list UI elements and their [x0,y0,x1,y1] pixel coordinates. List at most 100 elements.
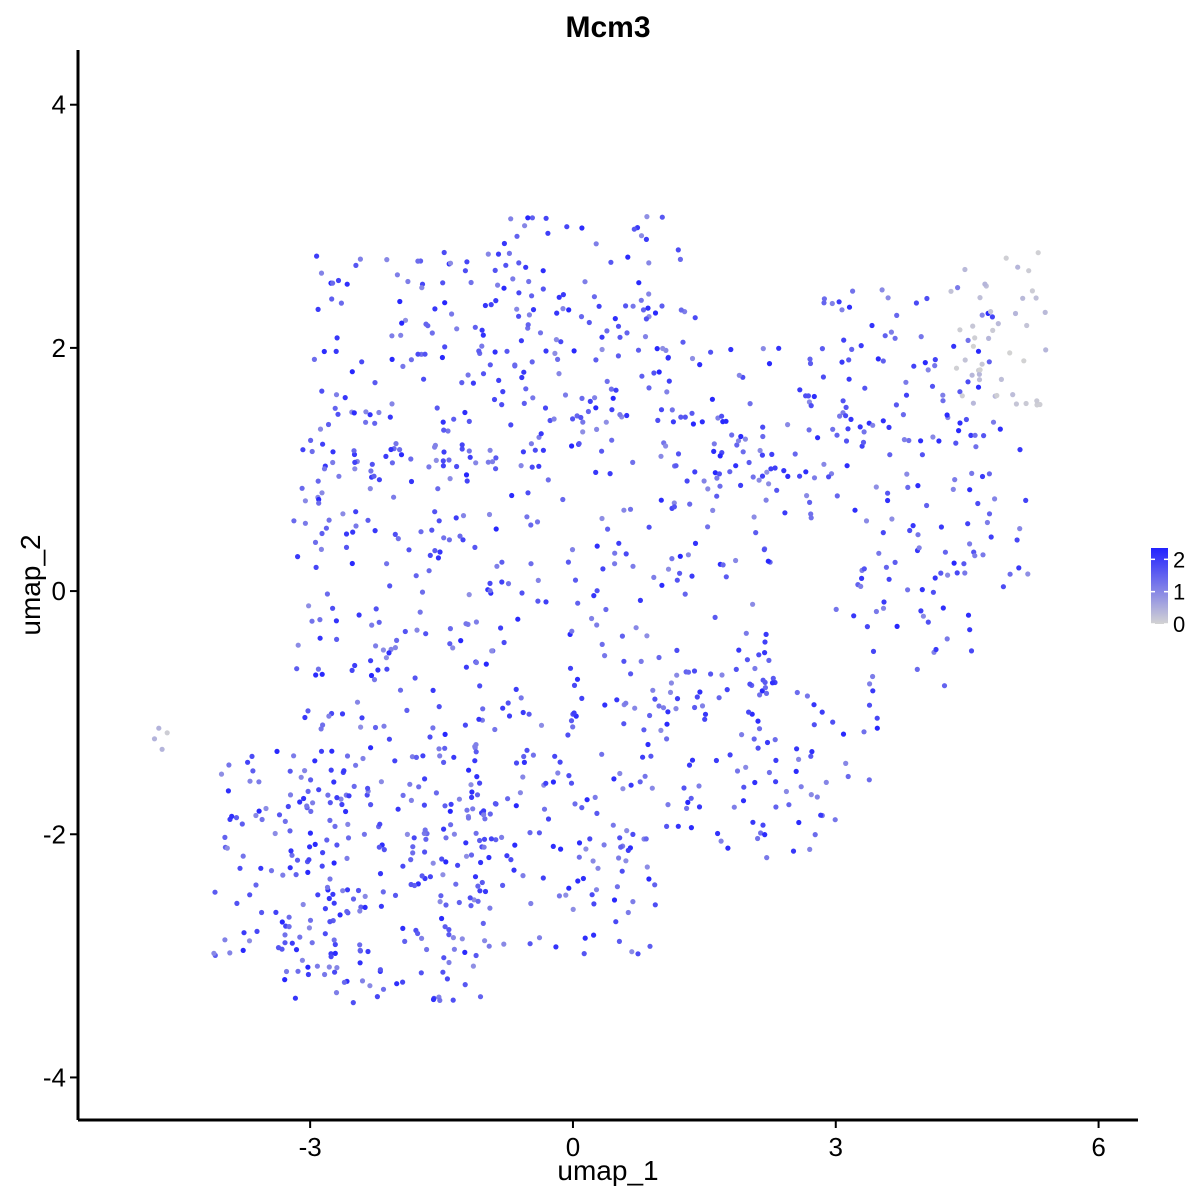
scatter-point [979,473,986,480]
scatter-point [371,677,378,683]
scatter-point [387,414,393,420]
scatter-point [441,955,447,961]
scatter-point [350,896,357,902]
scatter-point [697,689,703,695]
scatter-point [491,396,498,403]
scatter-point [888,329,895,335]
legend-tick-label: 1 [1173,580,1185,605]
scatter-point [970,400,977,406]
scatter-point [372,528,378,534]
scatter-point [1003,255,1009,261]
scatter-point [830,426,836,432]
scatter-point [468,782,474,788]
scatter-point [674,672,680,678]
scatter-point [453,881,459,887]
scatter-point [786,802,792,808]
scatter-point [372,724,379,731]
scatter-point [526,711,532,717]
scatter-point [881,599,887,605]
scatter-point [450,935,456,941]
scatter-point [613,387,619,393]
scatter-point [226,762,232,768]
scatter-point [350,529,356,535]
scatter-point [977,367,983,373]
scatter-point [551,416,557,422]
scatter-point [438,893,444,899]
scatter-point [804,493,810,499]
scatter-point [558,846,564,852]
scatter-point [741,784,747,790]
scatter-point [482,938,488,944]
scatter-point [397,687,404,693]
scatter-point [696,783,702,789]
scatter-point [579,805,585,811]
scatter-point [318,546,324,553]
scatter-point [1023,497,1029,503]
scatter-point [870,648,877,655]
scatter-point [658,497,664,503]
scatter-point [665,355,671,361]
scatter-point [524,747,530,753]
scatter-point [990,327,996,333]
scatter-point [841,337,847,343]
scatter-point [338,300,344,306]
scatter-point [463,621,469,627]
scatter-point [646,291,652,297]
scatter-point [472,544,478,551]
scatter-point [762,639,768,645]
scatter-point [769,451,775,457]
scatter-point [915,483,921,489]
scatter-point [408,357,414,363]
scatter-point [701,478,707,484]
scatter-point [525,215,531,221]
scatter-point [747,681,753,687]
scatter-point [378,903,384,909]
scatter-point [659,582,665,588]
scatter-point [518,338,525,344]
scatter-point [609,407,615,413]
scatter-point [344,281,350,287]
scatter-point [325,421,332,428]
scatter-point [418,529,424,535]
chart-title: Mcm3 [565,11,650,44]
scatter-point [543,780,549,786]
scatter-point [620,786,626,792]
scatter-point [685,799,691,806]
scatter-point [760,822,766,828]
scatter-point [870,422,876,428]
scatter-point [237,865,243,871]
scatter-point [545,477,551,483]
scatter-point [885,295,891,301]
scatter-point [643,836,649,842]
scatter-point [652,902,658,908]
scatter-point [643,236,650,242]
scatter-point [340,511,346,517]
scatter-point [295,554,301,560]
scatter-point [468,903,474,909]
scatter-point [365,517,371,523]
scatter-point [421,376,427,382]
scatter-point [803,469,809,475]
scatter-point [462,949,468,956]
scatter-point [762,832,768,838]
scatter-point [670,419,677,425]
scatter-point [334,965,340,971]
scatter-point [420,753,426,759]
scatter-point [552,350,558,356]
scatter-point [540,875,546,881]
scatter-point [576,441,582,447]
scatter-point [616,855,622,861]
scatter-point [508,216,514,222]
scatter-point [367,486,373,492]
scatter-point [393,441,399,447]
scatter-point [740,798,747,804]
scatter-point [883,564,890,570]
scatter-point [432,306,438,312]
scatter-point [709,396,716,402]
scatter-point [473,749,479,755]
scatter-point [335,411,341,417]
scatter-point [696,804,703,810]
scatter-point [302,498,308,504]
scatter-point [988,309,994,315]
scatter-point [660,345,666,352]
